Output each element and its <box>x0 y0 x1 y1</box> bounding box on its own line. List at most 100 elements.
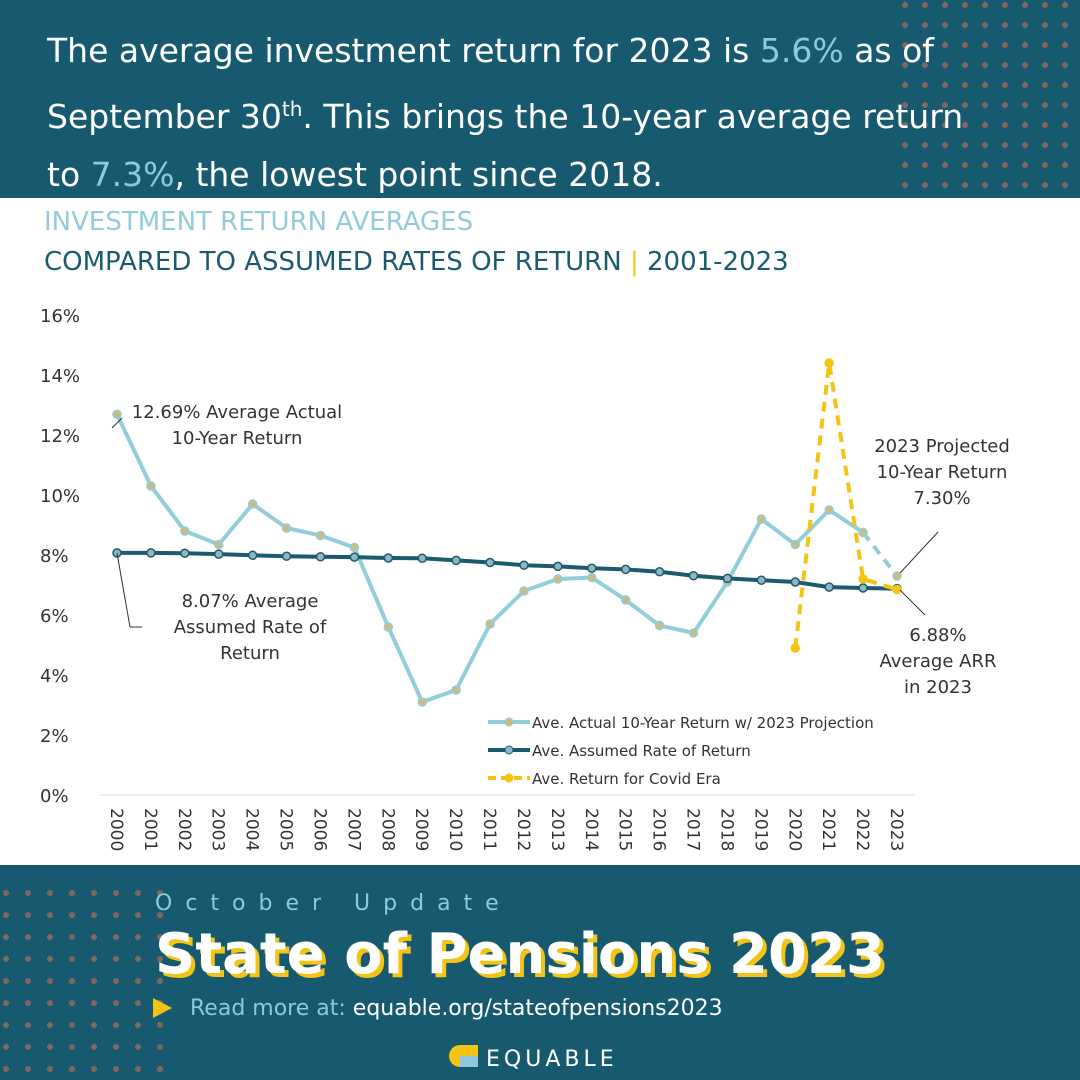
annotation: 7.30% <box>913 488 970 509</box>
y-tick-label: 4% <box>40 666 69 687</box>
series-marker <box>892 571 902 581</box>
y-tick-label: 16% <box>40 306 80 327</box>
series-line <box>117 550 898 591</box>
series-marker <box>587 563 597 573</box>
header-segment: th <box>281 97 303 121</box>
annotation-leader <box>111 417 123 429</box>
annotation: 10-Year Return <box>877 462 1008 483</box>
series-marker <box>451 555 461 566</box>
x-tick-label: 2007 <box>343 808 363 851</box>
series-marker <box>485 557 495 568</box>
series-marker <box>756 514 767 524</box>
series-marker <box>722 573 733 584</box>
annotation: Return <box>220 643 280 664</box>
x-tick-label: 2006 <box>309 808 329 851</box>
series-marker <box>892 584 902 595</box>
header-segment: 7.3% <box>90 155 175 194</box>
x-tick-label: 2016 <box>649 808 669 851</box>
header-segment: 5.6% <box>759 31 844 70</box>
chart-subtitle: COMPARED TO ASSUMED RATES OF RETURN | 20… <box>44 247 789 277</box>
series-line <box>861 531 899 578</box>
series-marker <box>146 548 156 558</box>
series-marker <box>213 539 224 550</box>
x-tick-label: 2001 <box>140 808 160 851</box>
series-marker <box>349 552 360 562</box>
x-tick-label: 2022 <box>852 808 872 851</box>
title-shadow: State of Pensions 2023 <box>159 926 889 991</box>
x-tick-label: 2003 <box>208 808 228 851</box>
y-tick-label: 0% <box>40 786 69 807</box>
legend-marker <box>504 717 514 727</box>
header-text: The average investment return for 2023 i… <box>47 22 967 204</box>
x-tick-label: 2017 <box>683 808 703 851</box>
header-segment: The average investment return for 2023 i… <box>47 31 760 70</box>
chart-title: INVESTMENT RETURN AVERAGES <box>44 207 473 237</box>
series-marker <box>790 539 801 550</box>
footer-art: October Update State of Pensions 2023 St… <box>0 885 889 1080</box>
y-tick-label: 6% <box>40 606 69 627</box>
x-tick-label: 2020 <box>784 808 804 851</box>
series-marker <box>417 697 427 707</box>
annotation: Assumed Rate of <box>174 617 327 638</box>
x-tick-label: 2011 <box>479 808 499 851</box>
series-line <box>793 362 898 649</box>
series-marker <box>112 409 122 420</box>
x-tick-label: 2000 <box>106 808 126 851</box>
x-tick-label: 2010 <box>445 808 465 851</box>
series-marker <box>688 570 699 581</box>
y-tick-label: 12% <box>40 426 80 447</box>
annotation: in 2023 <box>904 677 972 698</box>
series-marker <box>587 572 597 583</box>
series-marker <box>824 505 834 515</box>
series-marker <box>112 548 122 558</box>
link[interactable]: equable.org/stateofpensions2023 <box>353 996 723 1021</box>
header-segment: as of September 30 <box>47 31 934 136</box>
series-marker <box>247 499 258 509</box>
annotation-leader <box>899 589 926 616</box>
arrow <box>153 998 172 1018</box>
header: The average investment return for 2023 i… <box>0 0 1080 198</box>
logo-part <box>460 1056 478 1067</box>
y-tick-label: 14% <box>40 366 80 387</box>
footer: October Update State of Pensions 2023 St… <box>0 865 1080 1080</box>
series-marker <box>553 574 563 584</box>
subtitle-range: 2001-2023 <box>647 247 789 277</box>
legend-label: Ave. Return for Covid Era <box>532 770 721 788</box>
x-tick-label: 2015 <box>615 808 635 851</box>
series-marker <box>553 561 563 572</box>
series-marker <box>247 550 258 561</box>
series-marker <box>180 548 190 558</box>
series-marker <box>824 358 834 368</box>
series-marker <box>451 685 461 695</box>
series-marker <box>858 574 868 584</box>
series-marker <box>620 564 631 575</box>
series-marker <box>824 582 834 592</box>
x-tick-label: 2009 <box>411 808 431 851</box>
series-marker <box>180 526 190 536</box>
y-tick-label: 10% <box>40 486 80 507</box>
series-marker <box>281 523 292 533</box>
legend-marker <box>504 773 514 783</box>
x-tick-label: 2021 <box>818 808 838 851</box>
dots <box>900 0 1080 198</box>
series-marker <box>315 552 326 562</box>
series-marker <box>417 553 427 564</box>
header-segment: , the lowest point since 2018. <box>174 155 663 194</box>
x-tick-label: 2019 <box>750 808 770 851</box>
kicker: October Update <box>155 891 512 916</box>
annotation: Average ARR <box>880 651 997 672</box>
link-label: Read more at: <box>190 996 346 1021</box>
series-marker <box>790 577 801 587</box>
x-tick-label: 2023 <box>886 808 906 851</box>
annotation: 6.88% <box>909 625 966 646</box>
annotation-leader <box>116 552 131 628</box>
x-tick-label: 2002 <box>174 808 194 851</box>
x-tick-label: 2014 <box>581 808 601 851</box>
series-marker <box>858 583 868 593</box>
link-line: Read more at: equable.org/stateofpension… <box>190 996 723 1021</box>
series-marker <box>790 643 801 653</box>
series-marker <box>688 628 699 638</box>
series-marker <box>383 622 394 632</box>
series-marker <box>858 527 868 538</box>
